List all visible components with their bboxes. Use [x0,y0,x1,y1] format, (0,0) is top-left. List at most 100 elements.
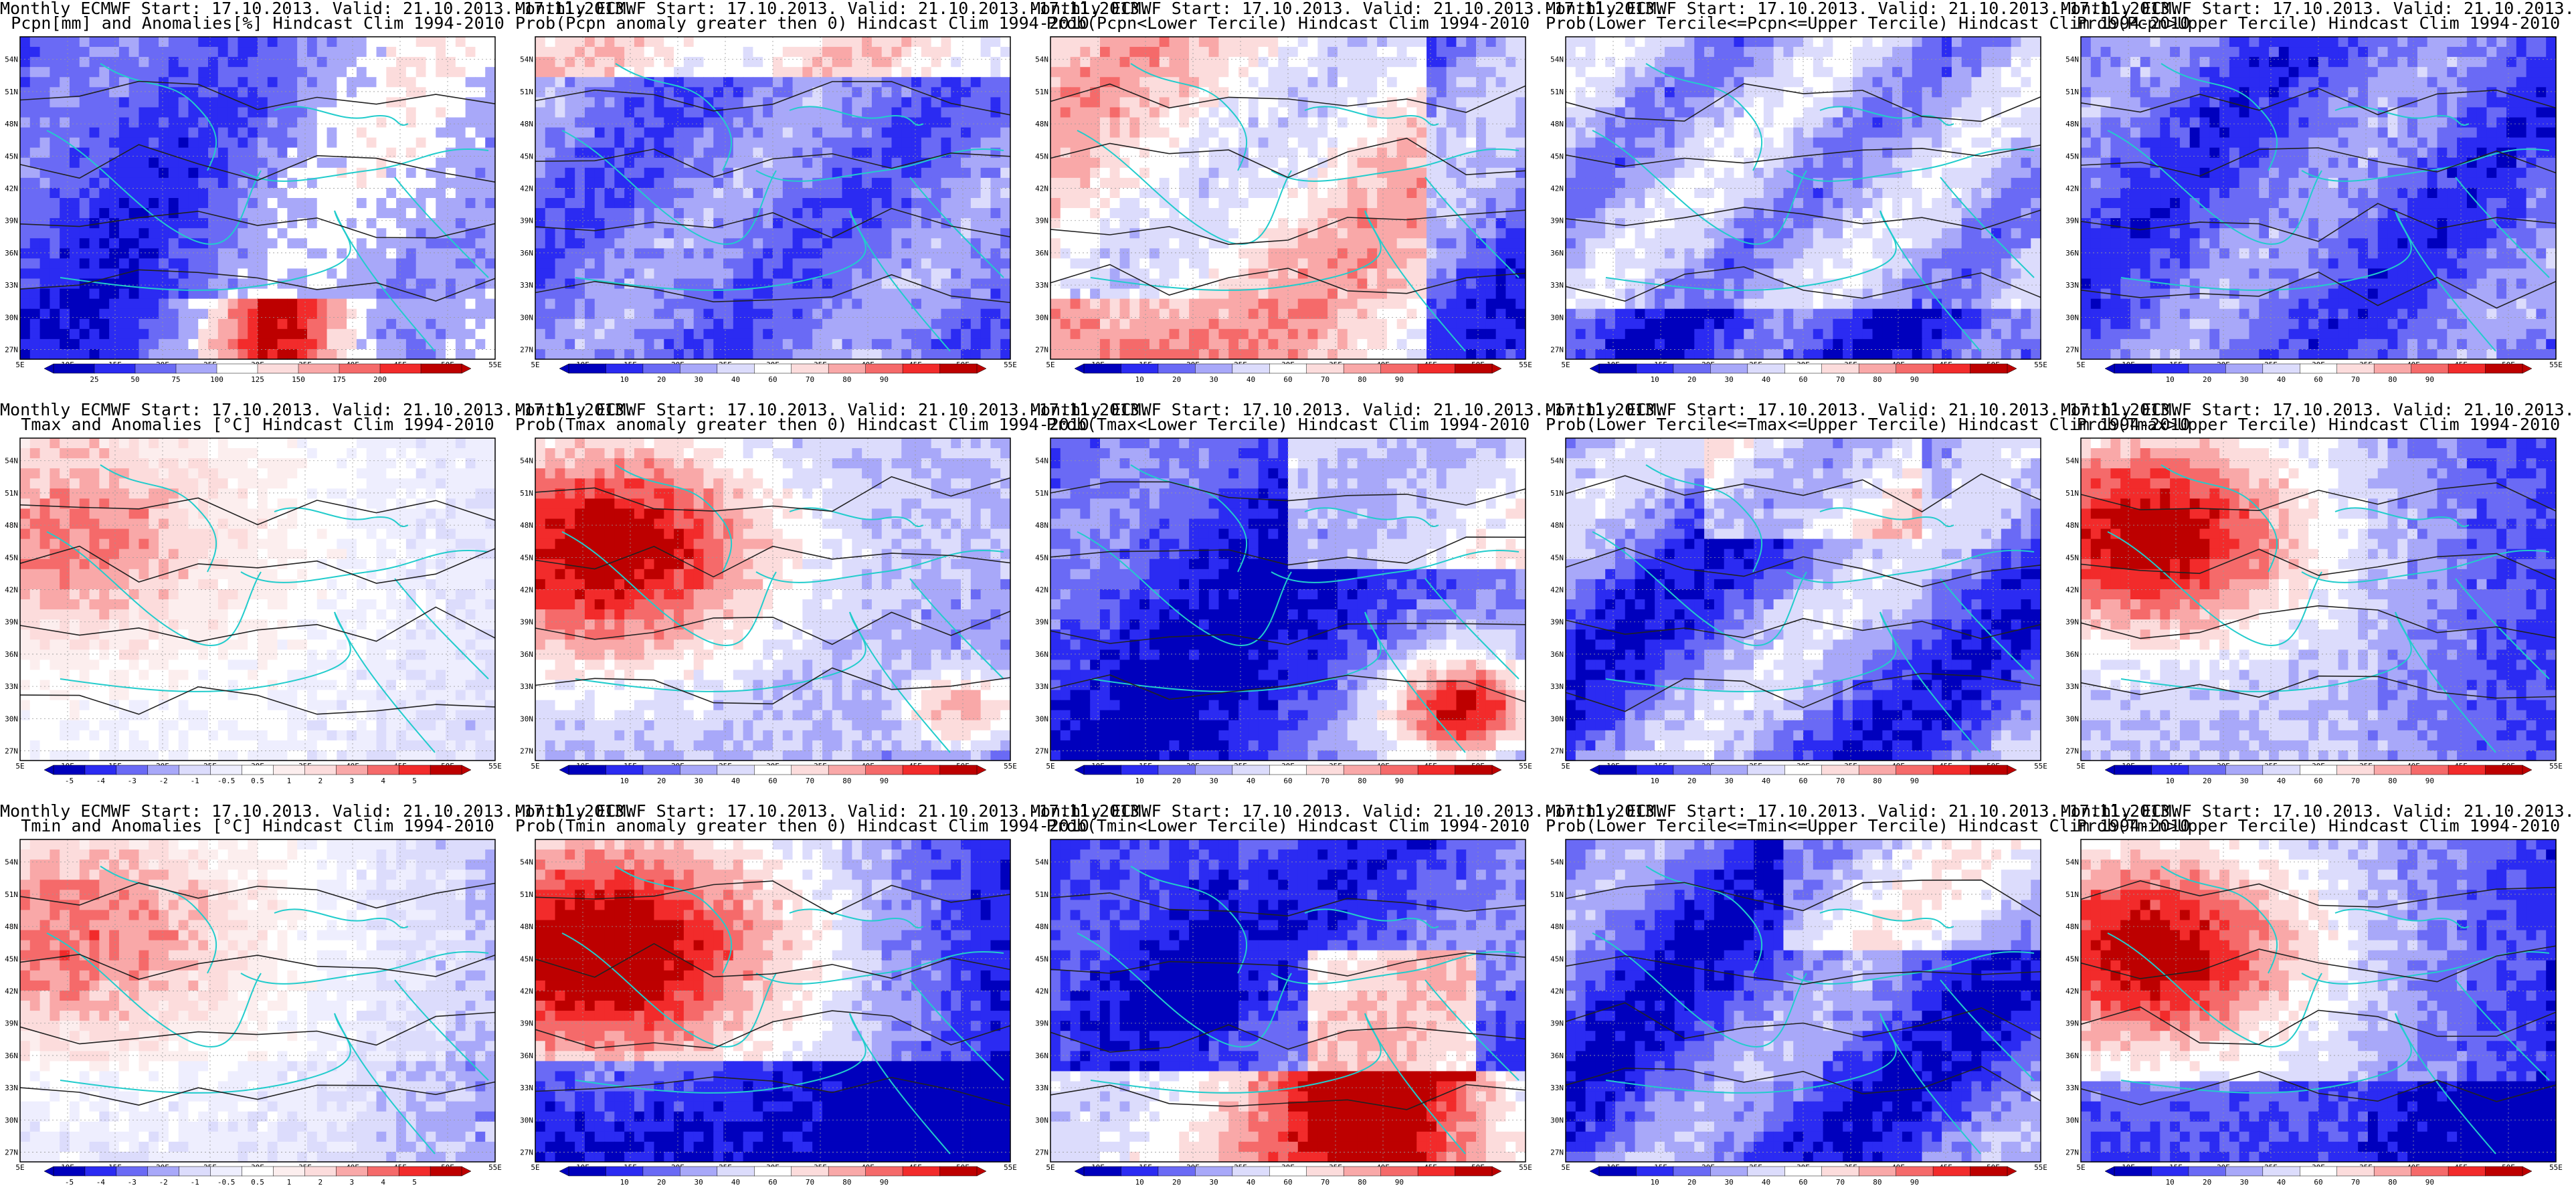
contour-lines [19,80,496,302]
lat-tick-label: 30N [5,313,18,322]
colorbar-tick-label: 1 [287,1178,292,1187]
colorbar-swatch [1636,363,1674,374]
colorbar-tick-label: 90 [2425,375,2434,384]
lon-tick-label: 55E [2549,1163,2563,1172]
colorbar-tick-label: 4 [381,777,385,785]
colorbar: 10 20 30 40 60 70 80 90 [1074,765,1502,785]
colorbar-min-arrow [1589,363,1600,374]
map-frame [19,36,496,360]
lat-tick-label: 51N [1550,489,1564,498]
colorbar-swatch [2336,765,2375,775]
colorbar-swatch [1858,363,1897,374]
lat-tick-label: 54N [1550,56,1564,64]
map-panel-prob-tmax-upper: Monthly ECMWF Start: 17.10.2013. Valid: … [2061,401,2576,803]
colorbar-swatch [1455,765,1493,775]
colorbar-swatch [2373,1166,2412,1177]
lat-tick-label: 42N [1035,185,1048,193]
colorbar-swatch [754,363,792,374]
colorbar-min-arrow [43,1166,54,1177]
colorbar-swatch [304,1166,337,1177]
lat-tick-label: 51N [2065,489,2079,498]
lat-tick-label: 54N [1035,858,1048,867]
colorbar-swatch [2114,765,2152,775]
colorbar-swatch [680,363,718,374]
colorbar-swatch [1083,765,1122,775]
lat-tick-label: 42N [2065,185,2079,193]
coastlines [561,464,1004,753]
coastlines [46,464,489,753]
lat-tick-label: 27N [1550,346,1564,355]
coastlines [2107,63,2550,352]
colorbar-swatch [379,363,422,374]
colorbar-tick-label: 10 [2166,1178,2175,1187]
lat-tick-label: 42N [1550,987,1564,996]
colorbar-tick-label: 40 [1762,1178,1770,1187]
panel-title-line1: Monthly ECMWF Start: 17.10.2013. Valid: … [2061,0,2576,17]
colorbar-tick-label: 80 [2388,777,2397,785]
graticule [2081,438,2556,761]
colorbar-tick-label: 90 [2425,777,2434,785]
map-panel-prob-tmax-lower: Monthly ECMWF Start: 17.10.2013. Valid: … [1030,401,1665,803]
lat-tick-label: 33N [1550,1084,1564,1092]
colorbar-swatch [1636,765,1674,775]
colorbar-tick-label: 10 [620,375,629,384]
lat-tick-label: 27N [2065,1148,2079,1157]
colorbar-swatch [2151,1166,2189,1177]
lat-tick-label: 48N [2065,120,2079,128]
colorbar-swatch [94,363,136,374]
filled-field [1050,37,1526,360]
lat-tick-label: 30N [1035,313,1048,322]
lat-tick-label: 33N [1550,682,1564,691]
lat-tick-label: 30N [5,714,18,723]
colorbar-tick-label: -5 [65,1178,74,1187]
lat-tick-label: 48N [520,922,533,931]
colorbar-swatch [865,765,903,775]
colorbar-swatch [2411,363,2449,374]
colorbar-tick-label: 80 [842,777,851,785]
colorbar-swatch [717,1166,755,1177]
lat-tick-label: 48N [5,922,18,931]
lat-tick-label: 30N [1550,714,1564,723]
colorbar-swatch [2151,765,2189,775]
map-frame [1565,36,2041,360]
lat-tick-label: 30N [1550,1116,1564,1124]
colorbar-swatch [1598,363,1637,374]
lon-tick-label: 55E [1519,1163,1532,1172]
colorbar-swatch [902,363,941,374]
colorbar-tick-label: 60 [1799,375,1807,384]
colorbar-swatch [568,363,607,374]
colorbar-tick-label: 2 [318,1178,323,1187]
map-canvas: 5E10E15E20E25E30E35E40E45E50E55E27N30N33… [1035,437,1532,785]
lat-tick-label: 27N [5,346,18,355]
colorbar-min-arrow [559,363,569,374]
colorbar-tick-label: 70 [2351,375,2360,384]
colorbar-tick-label: 80 [1358,777,1366,785]
colorbar-swatch [1121,765,1159,775]
lat-tick-label: 33N [5,682,18,691]
contour-lines [19,882,496,1106]
lon-tick-label: 55E [488,1163,502,1172]
colorbar-tick-label: 10 [1651,777,1659,785]
lat-tick-label: 51N [5,489,18,498]
colorbar-tick-label: 60 [1283,777,1292,785]
colorbar-swatch [1896,765,1934,775]
lat-tick-label: 42N [5,185,18,193]
panel-title-line2: Pcpn[mm] and Anomalies[%] Hindcast Clim … [0,15,515,32]
colorbar-swatch [1417,363,1456,374]
colorbar-tick-label: 20 [1687,375,1696,384]
lat-tick-label: 36N [520,650,533,659]
graticule [535,438,1010,761]
colorbar-tick-label: 80 [1873,375,1881,384]
lat-tick-label: 42N [520,185,533,193]
colorbar: 10 20 30 40 60 70 80 90 [2104,1166,2533,1187]
colorbar-tick-label: 70 [806,777,814,785]
colorbar-swatch [1673,363,1712,374]
coastlines [1592,464,2035,753]
lat-tick-label: 51N [1035,88,1048,96]
panel-title-line2: Prob(Tmax anomaly greater then 0) Hindca… [515,416,1089,433]
filled-field [1050,438,1526,761]
contour-lines [535,81,1011,304]
panel-title-line2: Prob(Pcpn anomaly greater then 0) Hindca… [515,15,1089,32]
map-frame [1565,839,2041,1163]
colorbar-swatch [2336,363,2375,374]
